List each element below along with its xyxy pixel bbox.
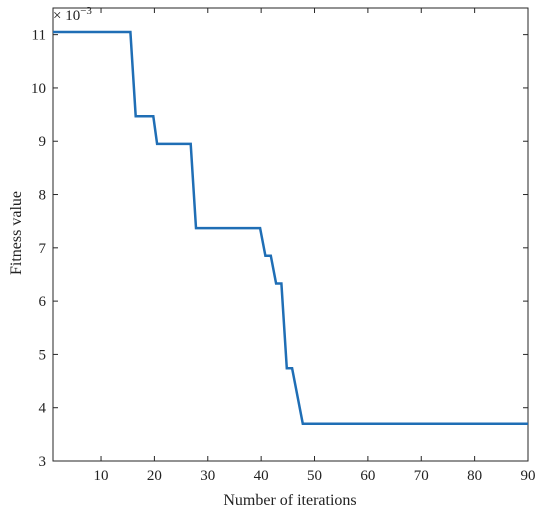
- x-tick-label: 30: [200, 468, 215, 484]
- y-tick-label: 11: [32, 28, 46, 44]
- series-line: [53, 30, 528, 425]
- y-tick-label: 8: [39, 188, 47, 204]
- y-scale-base: × 10: [53, 8, 80, 24]
- x-tick-label: 60: [360, 468, 375, 484]
- y-tick-label: 7: [39, 241, 47, 257]
- y-scale-exponent: −3: [80, 5, 92, 17]
- y-tick-label: 5: [39, 347, 47, 363]
- y-scale-label: × 10−3: [53, 5, 92, 24]
- y-tick-label: 6: [39, 294, 47, 310]
- x-axis-title: Number of iterations: [223, 492, 356, 509]
- plot-area: [52, 7, 529, 462]
- y-axis-title: Fitness value: [8, 191, 25, 275]
- y-tick-label: 4: [39, 401, 47, 417]
- x-tick-label: 40: [254, 468, 269, 484]
- y-tick-label: 3: [39, 454, 47, 470]
- x-tick-label: 10: [94, 468, 109, 484]
- x-tick-labels: 10 20 30 40 50 60 70 80 90: [94, 468, 536, 484]
- x-tick-label: 90: [521, 468, 536, 484]
- x-tick-label: 50: [307, 468, 322, 484]
- y-tick-labels: 3 4 5 6 7 8 9 10 11: [31, 28, 47, 470]
- x-tick-label: 80: [467, 468, 482, 484]
- y-tick-label: 9: [39, 134, 47, 150]
- x-tick-label: 70: [414, 468, 429, 484]
- x-tick-label: 20: [147, 468, 162, 484]
- axis-ticks: [53, 8, 529, 462]
- y-tick-label: 10: [31, 81, 46, 97]
